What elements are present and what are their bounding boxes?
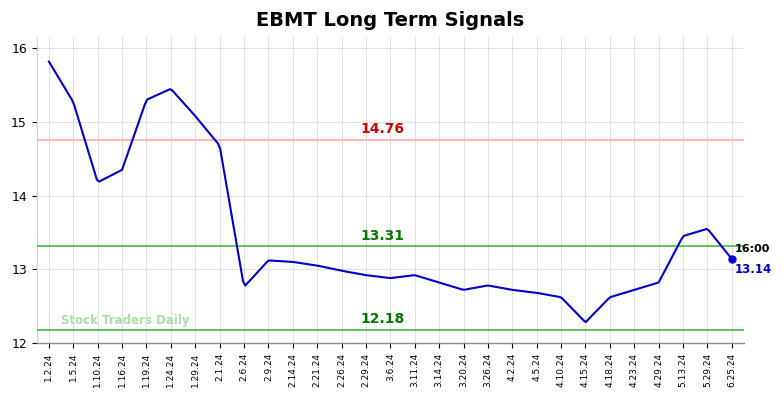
Text: 16:00: 16:00 bbox=[735, 244, 770, 254]
Text: 13.31: 13.31 bbox=[360, 229, 404, 243]
Text: 14.76: 14.76 bbox=[360, 122, 404, 136]
Title: EBMT Long Term Signals: EBMT Long Term Signals bbox=[256, 11, 524, 30]
Text: 12.18: 12.18 bbox=[360, 312, 405, 326]
Text: 13.14: 13.14 bbox=[735, 263, 771, 276]
Text: Stock Traders Daily: Stock Traders Daily bbox=[61, 314, 190, 328]
